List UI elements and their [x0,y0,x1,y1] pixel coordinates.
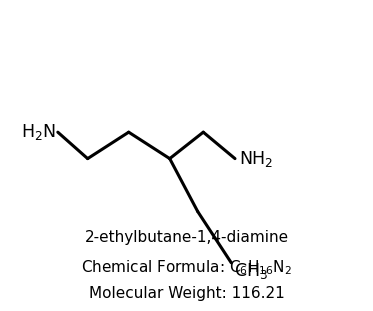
Text: CH$_3$: CH$_3$ [234,261,268,281]
Text: NH$_2$: NH$_2$ [239,149,273,169]
Text: 2-ethylbutane-1,4-diamine: 2-ethylbutane-1,4-diamine [84,230,289,245]
Text: Chemical Formula: C$_6$H$_{16}$N$_2$: Chemical Formula: C$_6$H$_{16}$N$_2$ [81,258,292,277]
Text: Molecular Weight: 116.21: Molecular Weight: 116.21 [89,286,284,301]
Text: H$_2$N: H$_2$N [21,122,55,142]
